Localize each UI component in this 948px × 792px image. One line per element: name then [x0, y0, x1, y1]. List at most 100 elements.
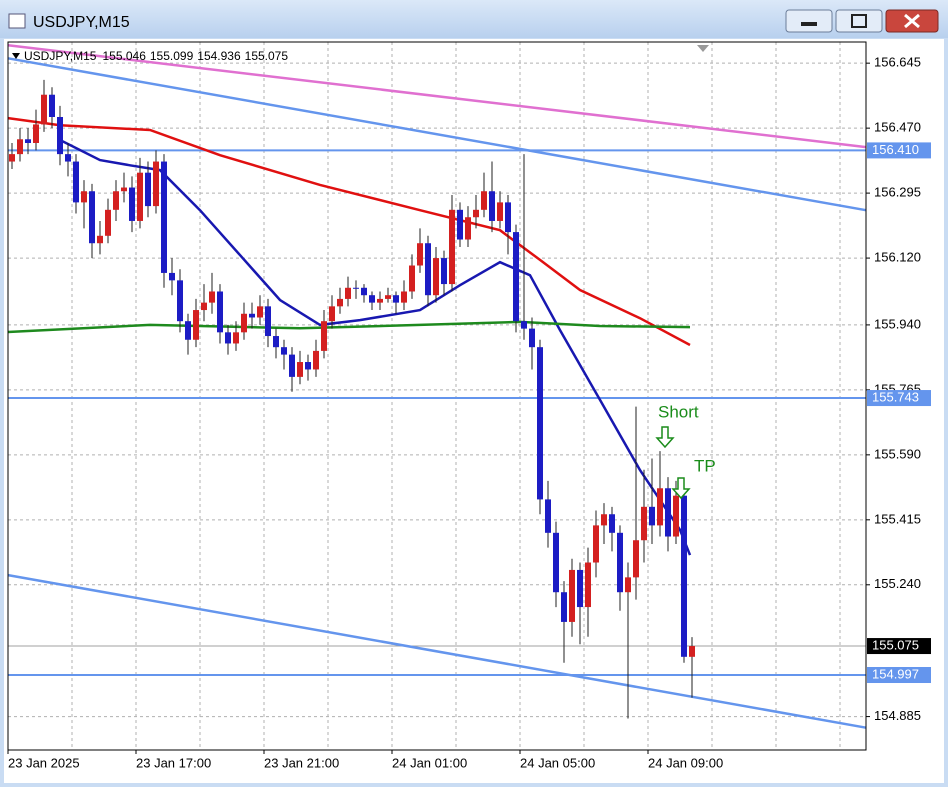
price-label-bg — [867, 667, 931, 684]
window-icon — [8, 13, 26, 29]
close-icon — [904, 13, 920, 29]
candle-body — [401, 291, 407, 303]
candle-body — [73, 161, 79, 203]
candle-body — [281, 347, 287, 355]
header-arrow — [12, 53, 20, 59]
candle-body — [185, 321, 191, 340]
annotation: TP — [694, 456, 716, 475]
symbol: USDJPY,M15 — [24, 49, 97, 63]
candle-body — [17, 139, 23, 155]
x-tick-label: 23 Jan 2025 — [8, 755, 80, 770]
shift-marker — [697, 45, 709, 52]
candle-body — [9, 154, 15, 162]
candle-body — [601, 514, 607, 526]
y-tick-label: 156.470 — [874, 120, 921, 135]
low: 154.936 — [197, 49, 241, 63]
plot — [7, 42, 867, 750]
candle-body — [665, 488, 671, 537]
candle-body — [449, 209, 455, 285]
y-tick-label: 155.240 — [874, 576, 921, 591]
candle-body — [425, 243, 431, 296]
candle-body — [65, 154, 71, 162]
candle-body — [649, 506, 655, 526]
candle-body — [633, 540, 639, 578]
price-label: 156.410 — [872, 142, 919, 157]
minimize-icon — [801, 22, 817, 26]
candle-body — [537, 347, 543, 500]
candle-body — [49, 94, 55, 117]
candle-body — [569, 569, 575, 622]
candle-body — [545, 499, 551, 533]
y-tick-label: 156.295 — [874, 185, 921, 200]
candle-body — [353, 287, 359, 289]
candle-body — [657, 488, 663, 526]
candle-body — [137, 172, 143, 221]
candle-body — [641, 506, 647, 541]
x-tick-label: 24 Jan 05:00 — [520, 755, 595, 770]
candle-body — [585, 562, 591, 608]
indicator-line — [7, 57, 867, 212]
candle-body — [529, 328, 535, 348]
candle-body — [609, 514, 615, 533]
y-tick-label: 155.590 — [874, 446, 921, 461]
candle-body — [225, 332, 231, 344]
candle-body — [41, 94, 47, 125]
candle-body — [257, 306, 263, 318]
candle-body — [97, 235, 103, 244]
candle-body — [593, 525, 599, 563]
x-tick-label: 24 Jan 01:00 — [392, 755, 467, 770]
current-price-bg — [867, 638, 931, 655]
maximize-button[interactable] — [835, 9, 883, 33]
candle-body — [129, 187, 135, 221]
candle-body — [121, 187, 127, 192]
candle-body — [201, 302, 207, 311]
candle-body — [345, 287, 351, 299]
candle-body — [337, 298, 343, 307]
candle-body — [169, 272, 175, 281]
candle-body — [505, 202, 511, 233]
candle-body — [25, 139, 31, 143]
price-label: 155.743 — [872, 389, 919, 404]
candle-body — [321, 321, 327, 351]
candle-body — [153, 161, 159, 207]
candle-body — [81, 191, 87, 203]
y-tick-label: 154.885 — [874, 708, 921, 723]
candle-body — [513, 232, 519, 322]
candle-body — [385, 295, 391, 299]
indicator-line — [7, 320, 691, 334]
annotation: Short — [658, 402, 699, 421]
candle-body — [417, 243, 423, 266]
candle-body — [473, 209, 479, 218]
candle-body — [145, 172, 151, 207]
candle-body — [481, 191, 487, 210]
candle-body — [273, 336, 279, 348]
x-tick-label: 23 Jan 21:00 — [264, 755, 339, 770]
candle-body — [625, 577, 631, 593]
candle-body — [313, 350, 319, 370]
candle-body — [673, 495, 679, 537]
minimize-button[interactable] — [785, 9, 833, 33]
candle-body — [265, 306, 271, 337]
candle-body — [33, 124, 39, 143]
candle-body — [57, 116, 63, 155]
x-tick-label: 24 Jan 09:00 — [648, 755, 723, 770]
candle-body — [193, 310, 199, 340]
candle-body — [433, 258, 439, 296]
candle-body — [217, 291, 223, 333]
candle-body — [465, 217, 471, 240]
candle-body — [441, 258, 447, 285]
y-tick-label: 155.940 — [874, 316, 921, 331]
tp-arrow — [671, 477, 691, 500]
candle-body — [457, 209, 463, 240]
candle-body — [161, 161, 167, 273]
short-arrow — [655, 426, 675, 449]
candle-body — [361, 287, 367, 296]
candle-body — [329, 306, 335, 322]
candle-body — [489, 191, 495, 221]
candle-body — [177, 280, 183, 322]
price-label: 154.997 — [872, 666, 919, 681]
candle-body — [497, 202, 503, 221]
close: 155.075 — [245, 49, 289, 63]
candle-body — [241, 313, 247, 333]
